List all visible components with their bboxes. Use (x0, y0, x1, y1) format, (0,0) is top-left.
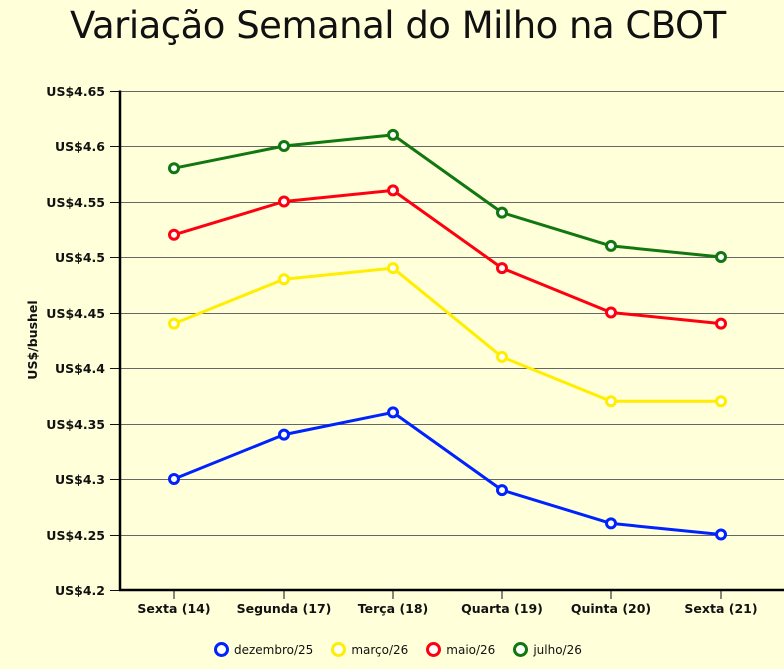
y-tick-label: US$4.55 (46, 195, 105, 210)
legend-marker-icon (513, 642, 529, 657)
legend-label: março/26 (351, 642, 409, 657)
series-maio-26 (168, 184, 727, 330)
series-mar-o-26 (168, 262, 727, 408)
y-tick-label: US$4.6 (55, 139, 105, 154)
series-dezembro-25 (168, 406, 727, 541)
legend-label: dezembro/25 (234, 642, 314, 657)
data-point[interactable] (168, 473, 180, 485)
data-point[interactable] (387, 262, 399, 275)
legend-label: maio/26 (446, 642, 496, 657)
gridlines (120, 91, 784, 536)
y-tick-label: US$4.5 (55, 250, 105, 265)
data-series (168, 128, 727, 541)
data-point[interactable] (496, 262, 508, 275)
data-point[interactable] (168, 317, 180, 330)
legend-marker-icon (426, 642, 442, 657)
data-point[interactable] (715, 317, 727, 330)
data-point[interactable] (387, 406, 399, 419)
data-point[interactable] (387, 184, 399, 197)
legend-item[interactable]: março/26 (331, 642, 408, 657)
y-tick-label: US$4.3 (55, 472, 105, 487)
legend: dezembro/25 março/26 maio/26 julho/26 (214, 642, 582, 657)
series-line (173, 410, 722, 536)
legend-marker-icon (331, 642, 347, 657)
data-point[interactable] (496, 484, 508, 497)
data-point[interactable] (715, 395, 727, 408)
x-axis: Sexta (14) Segunda (17) Terça (18) Quarta (… (119, 588, 784, 616)
data-point[interactable] (168, 228, 180, 241)
series-julho-26 (168, 128, 727, 263)
y-tick-label: US$4.2 (55, 583, 105, 598)
data-point[interactable] (278, 140, 290, 152)
series-line (173, 266, 721, 403)
data-point[interactable] (605, 517, 617, 530)
data-point[interactable] (496, 350, 508, 363)
chart-title: Variação Semanal do Milho na CBOT (70, 4, 726, 47)
data-point[interactable] (278, 195, 290, 208)
data-point[interactable] (715, 528, 727, 541)
x-tick-label: Quarta (19) (461, 601, 543, 616)
legend-item[interactable]: dezembro/25 (214, 642, 313, 657)
data-point[interactable] (168, 162, 180, 175)
data-point[interactable] (387, 128, 399, 141)
x-tick-label: Terça (18) (358, 601, 429, 616)
y-tick-label: US$4.35 (46, 417, 105, 432)
data-point[interactable] (605, 239, 617, 252)
data-point[interactable] (278, 273, 290, 286)
x-tick-label: Segunda (17) (237, 601, 332, 616)
x-tick-label: Quinta (20) (571, 601, 651, 616)
x-tick-label: Sexta (14) (137, 601, 210, 616)
y-tick-label: US$4.65 (46, 84, 105, 99)
y-axis: US$4.2 US$4.25 US$4.3 US$4.35 US$4.4 US$4.45 U… (46, 84, 122, 598)
y-tick-label: US$4.25 (46, 528, 105, 543)
legend-item[interactable]: maio/26 (426, 642, 495, 657)
y-axis-label: US$/bushel (25, 300, 40, 379)
data-point[interactable] (605, 395, 617, 408)
series-line (173, 188, 722, 326)
legend-label: julho/26 (533, 642, 582, 657)
x-tick-label: Sexta (21) (684, 601, 757, 616)
legend-item[interactable]: julho/26 (513, 642, 582, 657)
y-tick-label: US$4.4 (55, 361, 105, 376)
data-point[interactable] (605, 306, 617, 319)
data-point[interactable] (278, 428, 290, 441)
legend-marker-icon (214, 642, 229, 657)
data-point[interactable] (715, 251, 727, 263)
series-line (173, 133, 722, 259)
data-point[interactable] (496, 206, 508, 219)
y-tick-label: US$4.45 (46, 306, 105, 321)
